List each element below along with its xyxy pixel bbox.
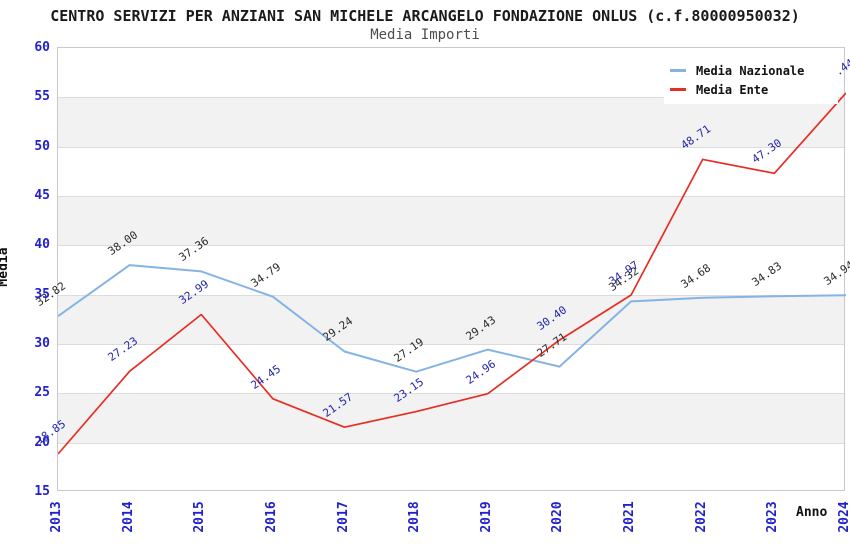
y-axis-tick-label: 30	[34, 336, 50, 351]
x-axis-tick-label: 2023	[765, 501, 781, 533]
grid-band	[58, 294, 844, 344]
plot-area	[57, 47, 846, 491]
x-axis-title: Anno	[796, 505, 828, 520]
legend: Media Nazionale Media Ente	[664, 56, 838, 104]
y-axis-tick-label: 40	[34, 237, 50, 253]
x-axis-tick-label: 2022	[693, 501, 709, 533]
legend-swatch	[670, 88, 686, 91]
legend-swatch	[670, 69, 686, 72]
x-axis-tick-label: 2016	[263, 501, 279, 533]
y-axis-tick-label: 50	[34, 138, 50, 154]
y-axis-tick-label: 15	[34, 484, 50, 499]
gridline	[58, 146, 844, 148]
chart-title: CENTRO SERVIZI PER ANZIANI SAN MICHELE A…	[50, 7, 800, 25]
gridline	[58, 344, 844, 345]
legend-item: Media Nazionale	[670, 61, 832, 80]
y-axis-tick-label: 55	[34, 89, 50, 105]
gridline	[58, 196, 844, 197]
gridline	[58, 97, 844, 99]
legend-label: Media Nazionale	[696, 63, 805, 78]
y-axis-tick-label: 35	[34, 286, 50, 302]
y-axis-tick-label: 45	[34, 188, 50, 203]
x-axis-tick-label: 2014	[120, 501, 136, 533]
gridline	[58, 393, 844, 395]
x-axis-tick-label: 2013	[49, 501, 64, 533]
x-axis-tick-label: 2019	[478, 501, 494, 533]
series-lines	[58, 92, 846, 455]
series-line-media-nazionale	[58, 264, 846, 373]
grid-band	[58, 393, 844, 443]
y-axis-tick-label: 20	[34, 434, 50, 450]
x-axis-tick-label: 2017	[335, 501, 351, 533]
series-line-media-ente	[58, 92, 846, 455]
gridline	[58, 245, 844, 247]
gridline	[58, 442, 844, 444]
y-axis-tick-label: 25	[34, 385, 50, 401]
x-axis-tick-label: 2024	[837, 501, 850, 533]
x-axis-tick-label: 2020	[550, 501, 566, 533]
legend-item: Media Ente	[670, 80, 832, 99]
chart-subtitle: Media Importi	[370, 27, 480, 43]
grid-band	[58, 196, 844, 246]
gridline	[58, 294, 844, 296]
x-axis-tick-label: 2021	[622, 501, 638, 533]
x-axis-tick-label: 2015	[192, 501, 208, 533]
x-axis-tick-label: 2018	[407, 501, 423, 533]
grid-band	[58, 97, 844, 147]
y-axis-tick-label: 60	[34, 40, 50, 55]
legend-label: Media Ente	[696, 82, 769, 97]
